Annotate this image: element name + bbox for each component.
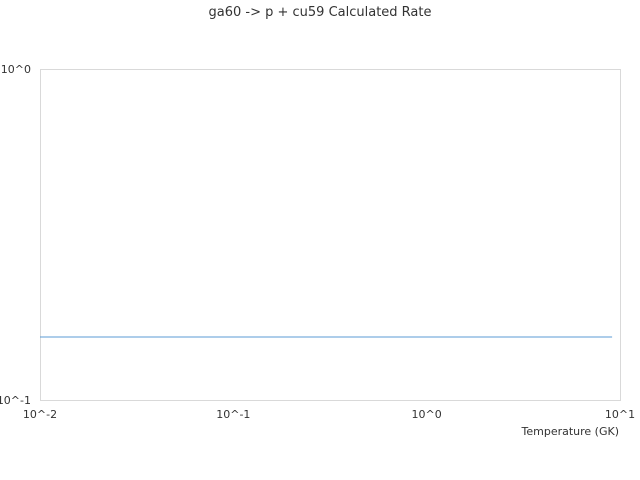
chart-title: ga60 -> p + cu59 Calculated Rate — [209, 5, 432, 20]
plot-area — [40, 69, 621, 401]
x-axis-label: Temperature (GK) — [521, 425, 620, 438]
x-tick-label: 10^1 — [605, 408, 635, 421]
y-tick-label: 10^-1 — [0, 394, 31, 407]
x-tick-label: 10^-1 — [216, 408, 250, 421]
x-tick-label: 10^0 — [412, 408, 442, 421]
y-tick-label: 10^0 — [1, 63, 31, 76]
x-tick-label: 10^-2 — [23, 408, 57, 421]
